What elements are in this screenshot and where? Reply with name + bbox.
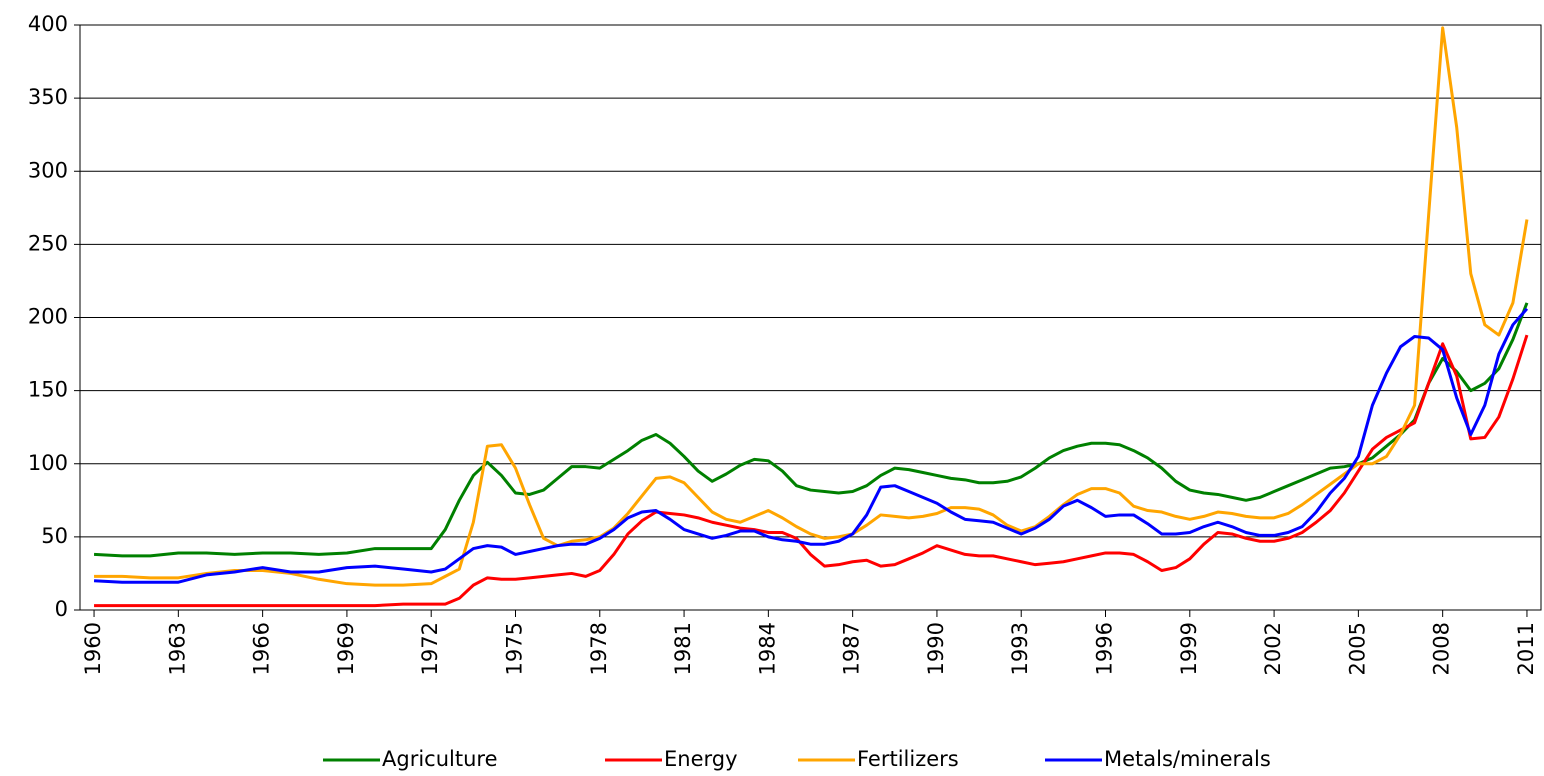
x-tick-label: 2008 — [1430, 622, 1454, 675]
series-line — [94, 334, 1529, 608]
y-tick-label: 350 — [28, 85, 68, 109]
series-line — [94, 26, 1529, 587]
y-tick-label: 100 — [28, 451, 68, 475]
legend-label: Agriculture — [382, 747, 498, 771]
x-tick-label: 1990 — [924, 622, 948, 675]
x-tick-label: 2005 — [1345, 622, 1369, 675]
x-tick-label: 1960 — [81, 622, 105, 675]
legend-label: Energy — [664, 747, 738, 771]
x-tick-label: 2011 — [1514, 622, 1538, 675]
plot-frame — [79, 24, 1542, 611]
legend-label: Metals/minerals — [1104, 747, 1271, 771]
x-tick-label: 1999 — [1177, 622, 1201, 675]
y-tick-label: 250 — [28, 231, 68, 255]
x-tick-label: 1963 — [165, 622, 189, 675]
y-tick-label: 150 — [28, 378, 68, 402]
x-tick-label: 1969 — [334, 622, 358, 675]
legend-label: Fertilizers — [857, 747, 959, 771]
series-line — [93, 307, 1529, 584]
x-tick-label: 2002 — [1261, 622, 1285, 675]
y-tick-label: 200 — [28, 305, 68, 329]
y-tick-label: 50 — [41, 524, 68, 548]
x-tick-label: 1972 — [418, 622, 442, 675]
y-tick-label: 400 — [28, 12, 68, 36]
y-tick-label: 300 — [28, 158, 68, 182]
x-tick-label: 1993 — [1008, 622, 1032, 675]
x-tick-label: 1981 — [671, 622, 695, 675]
x-tick-label: 1975 — [502, 622, 526, 675]
series-line — [93, 302, 1529, 558]
x-tick-label: 1966 — [250, 622, 274, 675]
x-tick-label: 1987 — [840, 622, 864, 675]
y-tick-label: 0 — [55, 597, 68, 621]
x-tick-label: 1984 — [755, 622, 779, 675]
x-tick-label: 1996 — [1093, 622, 1117, 675]
x-tick-label: 1978 — [587, 622, 611, 675]
